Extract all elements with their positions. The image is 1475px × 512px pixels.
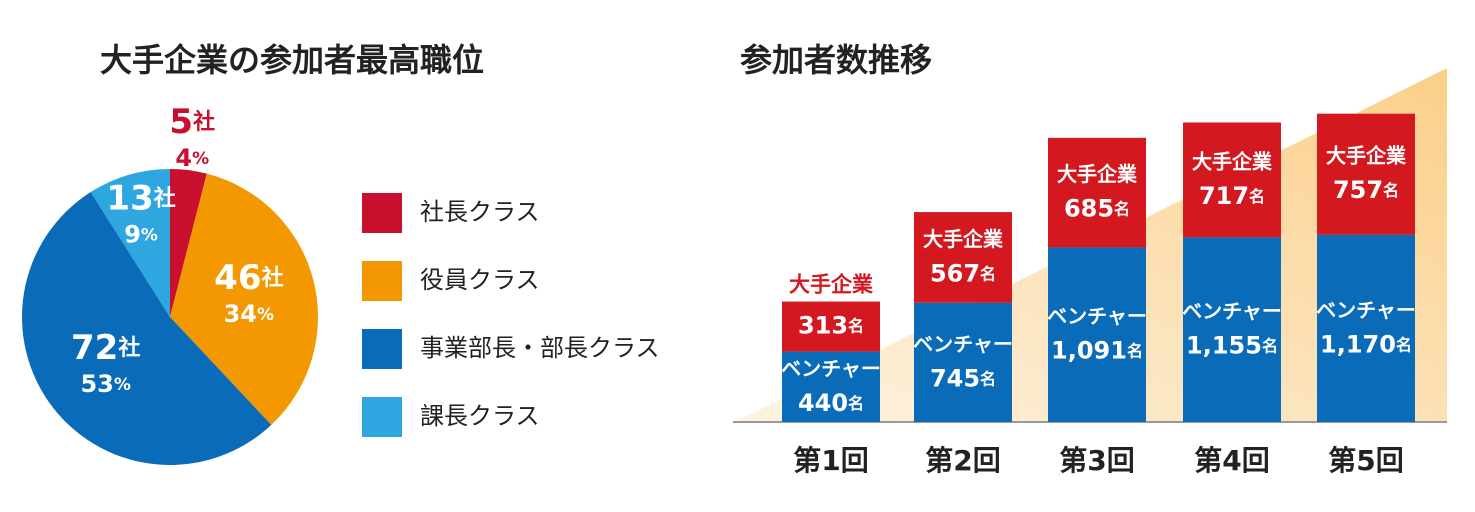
segment-value-unit: 名 — [1127, 341, 1143, 360]
segment-value: 757名 — [1333, 176, 1399, 204]
bar-segment — [914, 302, 1012, 422]
segment-value-number: 745 — [930, 364, 980, 392]
bar-segment — [1183, 122, 1281, 238]
segment-value-unit: 名 — [848, 316, 864, 335]
legend-swatch — [362, 261, 402, 301]
pie-count-label-unit: 社 — [193, 109, 215, 135]
segment-value-unit: 名 — [980, 264, 996, 283]
legend-label: 事業部長・部長クラス — [420, 334, 660, 362]
pie-count-label-unit: 社 — [118, 335, 140, 361]
pie-count-label: 46社 — [214, 257, 283, 297]
pie-count-label: 72社 — [71, 327, 140, 367]
pie-percent-label-number: 34 — [224, 300, 257, 328]
segment-name: 大手企業 — [1192, 149, 1273, 173]
segment-value-number: 717 — [1199, 182, 1249, 210]
segment-value: 440名 — [798, 389, 864, 417]
x-tick-label: 第1回 — [793, 444, 868, 477]
segment-value-unit: 名 — [848, 393, 864, 412]
pie-slice — [170, 169, 207, 317]
x-tick-label: 第3回 — [1059, 444, 1134, 477]
bar-segment — [782, 351, 880, 422]
pie-count-label-number: 13 — [106, 178, 153, 218]
pie-slice — [21, 192, 272, 466]
x-tick-label: 第4回 — [1194, 444, 1269, 477]
segment-value-unit: 名 — [1249, 186, 1265, 205]
segment-value-number: 757 — [1333, 176, 1383, 204]
segment-name: ベンチャー — [1316, 298, 1416, 322]
segment-value-unit: 名 — [1114, 199, 1130, 218]
bar-segment — [914, 212, 1012, 303]
bar-segment — [1183, 237, 1281, 422]
segment-value-number: 1,155 — [1186, 332, 1262, 360]
pie-percent-label: 53% — [80, 370, 130, 398]
segment-value-unit: 名 — [1396, 335, 1412, 354]
segment-name: ベンチャー — [1182, 299, 1282, 323]
segment-value: 717名 — [1199, 182, 1265, 210]
segment-name: ベンチャー — [913, 332, 1013, 356]
x-tick-label: 第5回 — [1328, 444, 1403, 477]
segment-value: 313名 — [798, 312, 864, 340]
pie-slice — [170, 173, 319, 425]
bar-segment — [1048, 247, 1146, 422]
pie-percent-label: 9% — [124, 221, 158, 249]
segment-value-number: 1,091 — [1051, 337, 1127, 365]
segment-value-unit: 名 — [980, 369, 996, 388]
legend-swatch — [362, 193, 402, 233]
pie-count-label: 13社 — [106, 178, 175, 218]
bar-segment — [1048, 137, 1146, 248]
pie-title: 大手企業の参加者最高職位 — [100, 41, 484, 79]
legend-label: 課長クラス — [420, 402, 540, 430]
pie-percent-label: 34% — [224, 300, 274, 328]
segment-value-number: 440 — [798, 389, 848, 417]
segment-value-unit: 名 — [1262, 336, 1278, 355]
segment-name: 大手企業 — [923, 227, 1004, 251]
segment-value-number: 567 — [930, 259, 980, 287]
pie-count-label-number: 46 — [214, 257, 261, 297]
segment-value: 685名 — [1064, 195, 1130, 223]
pie-count-label-unit: 社 — [261, 265, 283, 291]
segment-name: ベンチャー — [781, 356, 881, 380]
pie-percent-label-unit: % — [114, 375, 131, 395]
segment-value-number: 1,170 — [1320, 330, 1396, 358]
segment-value: 745名 — [930, 364, 996, 392]
segment-value-number: 685 — [1064, 195, 1114, 223]
bar-title: 参加者数推移 — [740, 41, 932, 79]
pie-count-label-number: 72 — [71, 327, 118, 367]
legend-label: 役員クラス — [420, 266, 540, 294]
pie-percent-label-number: 9 — [124, 221, 141, 249]
bar-segment — [1317, 234, 1415, 422]
segment-value: 1,170名 — [1320, 330, 1412, 358]
pie-slice — [90, 169, 170, 317]
pie-count-label: 5社 — [169, 101, 215, 141]
segment-name: 大手企業 — [789, 273, 874, 297]
bar-segment — [1317, 113, 1415, 235]
pie-percent-label-unit: % — [257, 305, 274, 325]
legend-swatch — [362, 329, 402, 369]
pie-percent-label-number: 4 — [175, 144, 192, 172]
segment-value: 1,091名 — [1051, 337, 1143, 365]
legend-swatch — [362, 397, 402, 437]
pie-percent-label-unit: % — [192, 149, 209, 169]
segment-value-unit: 名 — [1383, 181, 1399, 200]
pie-percent-label-number: 53 — [80, 370, 113, 398]
segment-name: 大手企業 — [1326, 144, 1407, 168]
pie-percent-label-unit: % — [141, 226, 158, 246]
segment-value: 567名 — [930, 259, 996, 287]
legend-label: 社長クラス — [420, 198, 540, 226]
bar-segment — [782, 301, 880, 352]
segment-value-number: 313 — [798, 312, 848, 340]
pie-count-label-number: 5 — [169, 101, 193, 141]
segment-name: 大手企業 — [1057, 162, 1138, 186]
x-tick-label: 第2回 — [925, 444, 1000, 477]
segment-value: 1,155名 — [1186, 332, 1278, 360]
pie-count-label-unit: 社 — [154, 186, 176, 212]
segment-name: ベンチャー — [1047, 304, 1147, 328]
pie-percent-label: 4% — [175, 144, 209, 172]
